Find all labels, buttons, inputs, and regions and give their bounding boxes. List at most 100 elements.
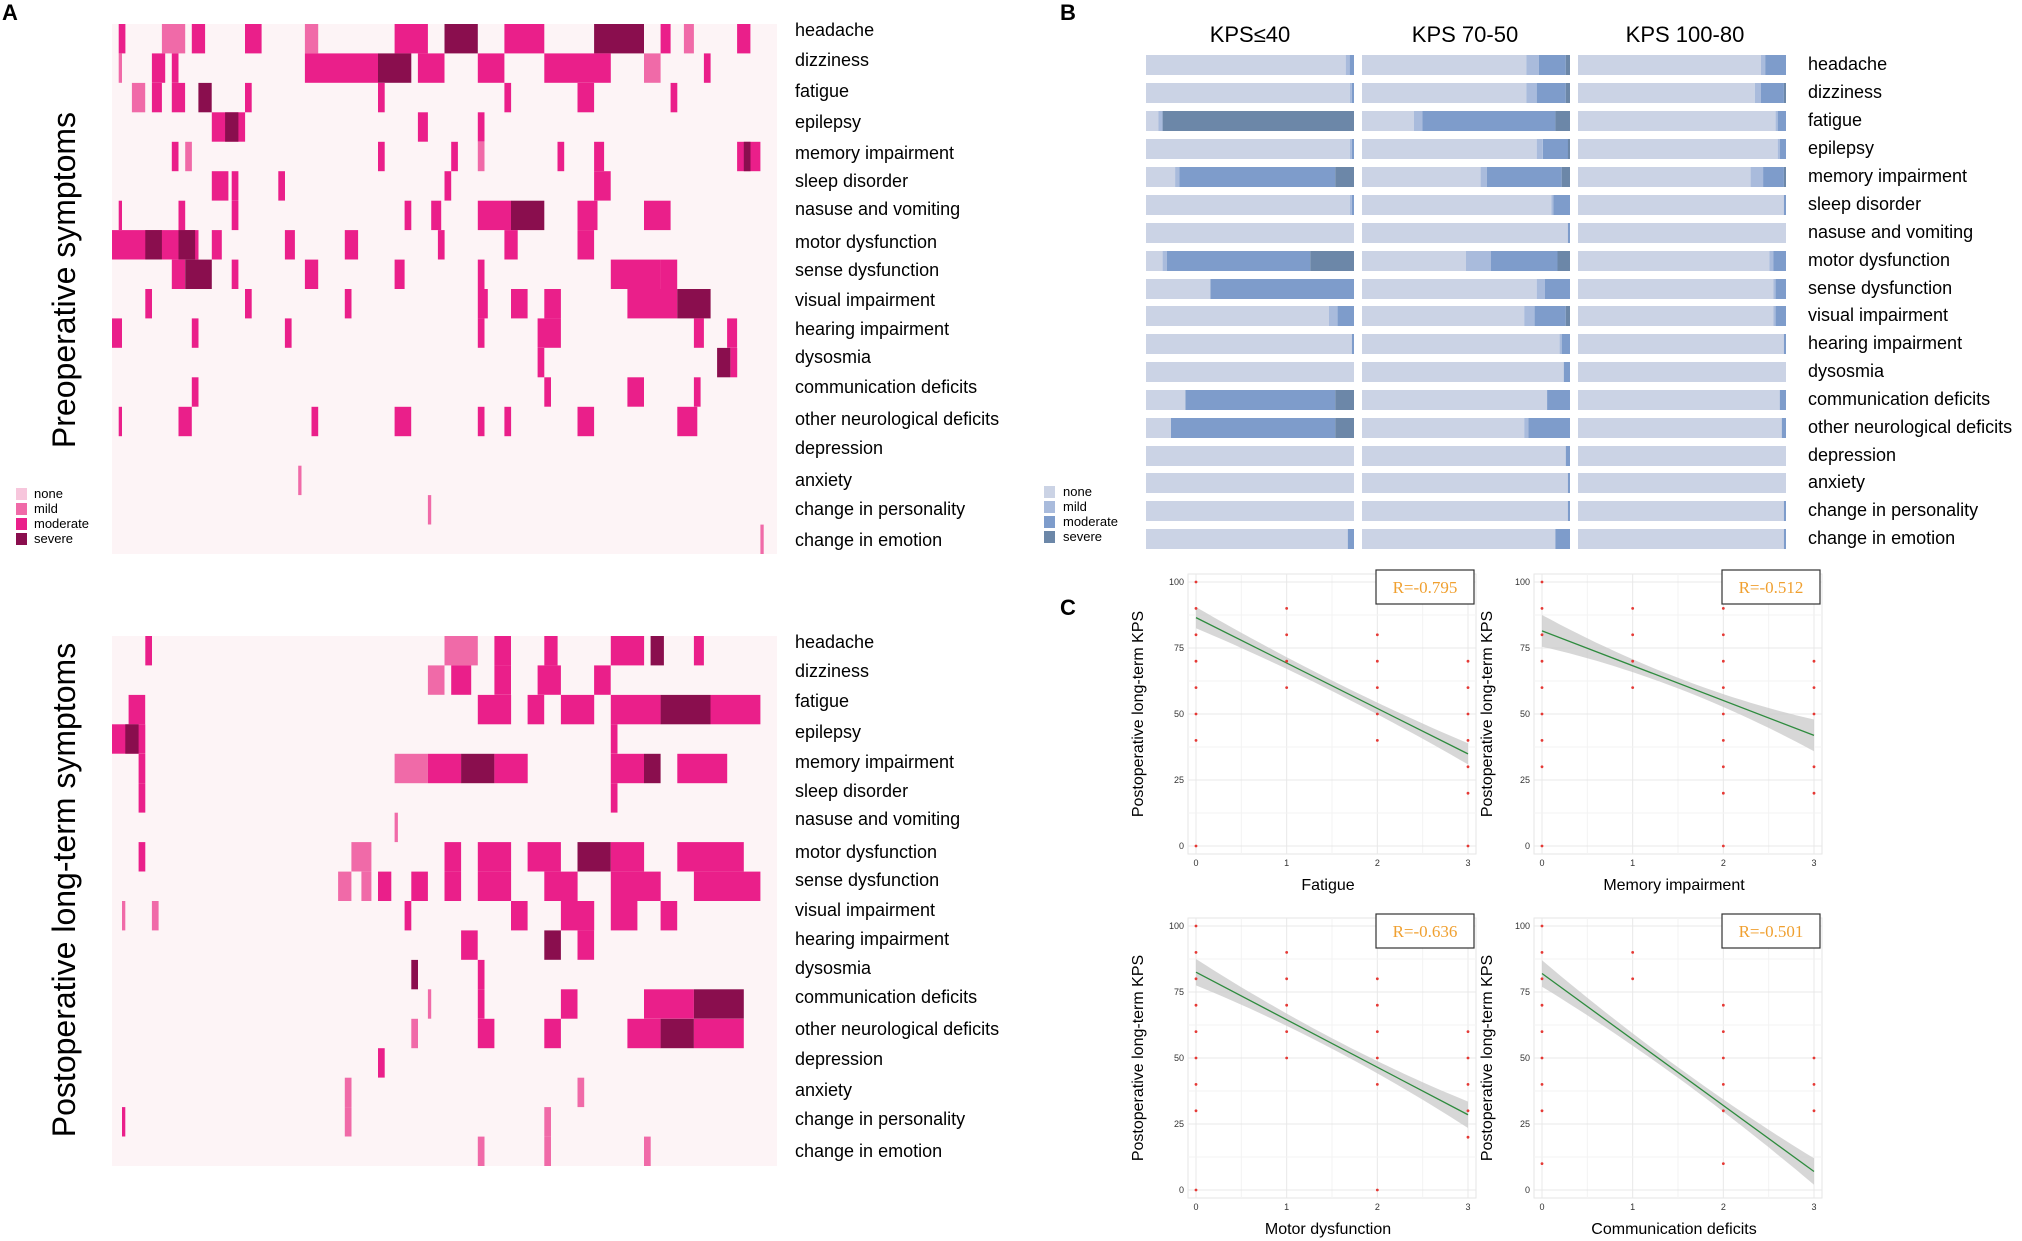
panel-letter-b: B [1060, 0, 1076, 25]
stacked-bar-segment [1555, 111, 1570, 131]
heatmap-cell [394, 259, 405, 289]
heatmap-cell [128, 694, 146, 725]
heatmap-cell [451, 665, 472, 695]
x-axis-title: Memory impairment [1603, 877, 1745, 894]
heatmap-cell [171, 82, 186, 113]
stacked-bar-segment [1345, 55, 1350, 75]
data-point [1466, 686, 1470, 689]
y-tick-label: 75 [1174, 987, 1184, 997]
heatmap-cell [378, 871, 392, 901]
stacked-bar-segment [1578, 111, 1776, 131]
stacked-bar-segment [1362, 251, 1466, 271]
stacked-bar-segment [1578, 446, 1786, 466]
data-point [1466, 1056, 1470, 1060]
data-point [1194, 1188, 1198, 1192]
stacked-bar-segment [1536, 83, 1566, 103]
symptom-label: motor dysfunction [1808, 250, 1950, 270]
stacked-bar-segment [1578, 223, 1786, 243]
data-point [1721, 1162, 1725, 1165]
stacked-bar-segment [1578, 501, 1784, 521]
data-point [1375, 1083, 1379, 1086]
kps-stacked-bars [1146, 55, 1786, 549]
data-point [1285, 607, 1289, 610]
stacked-bar-segment [1166, 251, 1311, 271]
data-point [1540, 633, 1544, 637]
heatmap-cell [417, 112, 428, 142]
heatmap-cell [660, 901, 678, 931]
stacked-bar-segment [1335, 390, 1354, 410]
regression-line [1541, 972, 1815, 1173]
data-point [1812, 659, 1816, 663]
symptom-label: fatigue [1808, 110, 1862, 130]
heatmap-cell [125, 724, 139, 754]
data-point [1540, 1056, 1544, 1060]
heatmap-cell [118, 200, 122, 231]
stacked-bar-segment [1362, 55, 1527, 75]
heatmap-cell [760, 524, 764, 554]
stacked-bar-segment [1761, 55, 1766, 75]
heatmap-cell [431, 200, 442, 231]
stacked-bar-segment [1362, 473, 1568, 493]
heatmap-cell [231, 171, 239, 201]
heatmap-cell [344, 289, 352, 319]
stacked-bar-segment [1528, 418, 1570, 438]
heatmap-cell [627, 377, 644, 407]
stacked-bar-segment [1362, 223, 1568, 243]
data-point [1375, 686, 1379, 689]
heatmap-cell [427, 989, 432, 1019]
symptom-label: communication deficits [795, 377, 977, 397]
heatmap-cell [171, 141, 179, 172]
data-point [1721, 844, 1725, 848]
symptom-label: dizziness [1808, 82, 1882, 102]
heatmap-cell [660, 694, 711, 725]
kps-symptom-labels: headache dizziness fatigue epilepsy memory i… [1808, 54, 2012, 548]
stacked-bar-segment [1362, 167, 1481, 187]
heatmap-cell [178, 200, 186, 231]
data-point [1194, 659, 1198, 663]
heatmap-cell [477, 53, 505, 83]
stacked-bar-segment [1551, 195, 1554, 215]
data-point [1375, 1056, 1379, 1060]
data-point [1285, 977, 1289, 981]
preop-symptom-labels: headache dizziness fatigue epilepsy memory i… [795, 20, 999, 550]
heatmap-cell [477, 959, 485, 990]
stacked-bar-segment [1329, 306, 1338, 326]
data-point [1721, 1003, 1725, 1007]
legend-label: moderate [34, 516, 89, 531]
heatmap-cell [544, 1136, 551, 1166]
heatmap-cell [138, 842, 146, 872]
heatmap-cell [225, 112, 239, 142]
stacked-bar-segment [1779, 390, 1786, 410]
symptom-label: dizziness [795, 50, 869, 70]
heatmap-cell [171, 259, 186, 289]
stacked-bar-segment [1781, 418, 1786, 438]
stacked-bar-segment [1146, 501, 1354, 521]
x-tick-label: 3 [1811, 1202, 1816, 1212]
heatmap-cell [610, 259, 661, 289]
symptom-label: hearing impairment [1808, 333, 1962, 353]
heatmap-cell [577, 1077, 585, 1108]
symptom-label: change in emotion [1808, 528, 1955, 548]
stacked-bar-segment [1349, 139, 1352, 159]
heatmap-cell [477, 318, 485, 348]
stacked-bar-segment [1162, 251, 1167, 271]
stacked-bar-segment [1567, 473, 1570, 493]
data-point [1194, 580, 1198, 584]
x-tick-label: 1 [1630, 858, 1635, 868]
symptom-label: change in emotion [795, 530, 942, 550]
stacked-bar-segment [1362, 362, 1564, 382]
x-tick-label: 2 [1375, 858, 1380, 868]
stacked-bar-segment [1769, 251, 1774, 271]
heatmap-cell [245, 289, 252, 319]
heatmap-cell [378, 141, 385, 172]
heatmap-cell [677, 406, 698, 437]
stacked-bar-segment [1783, 167, 1786, 187]
data-point [1194, 633, 1198, 637]
data-point [1194, 951, 1198, 954]
x-tick-label: 2 [1721, 858, 1726, 868]
data-point [1194, 1003, 1198, 1007]
stacked-bar-segment [1351, 139, 1354, 159]
data-point [1540, 739, 1544, 742]
heatmap-cell [284, 230, 295, 260]
heatmap-cell [211, 230, 222, 260]
